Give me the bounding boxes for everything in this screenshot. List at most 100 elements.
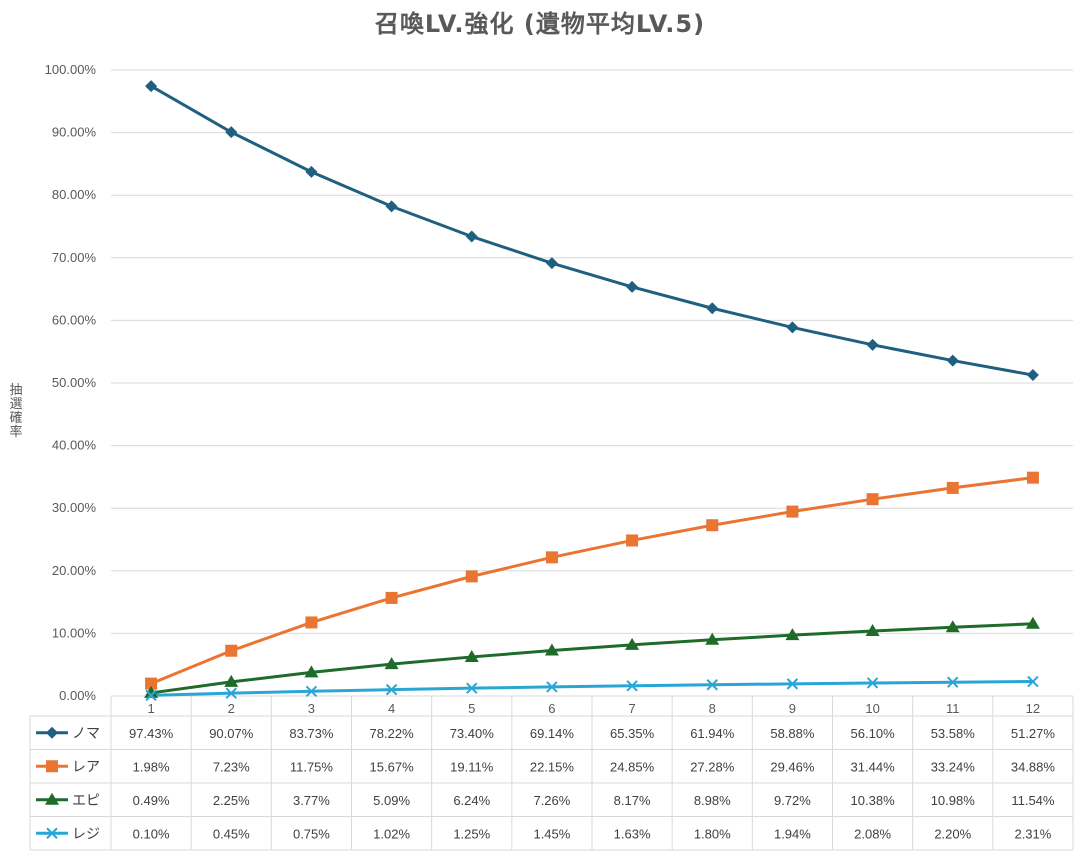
table-cell: 8.98% [694, 793, 731, 808]
table-cell: 8.17% [614, 793, 651, 808]
data-point [145, 80, 158, 93]
data-point [305, 685, 318, 698]
y-tick-label: 100.00% [45, 62, 97, 77]
legend-key-marker [45, 792, 59, 805]
table-cell: 61.94% [690, 726, 735, 741]
data-point [946, 354, 959, 367]
data-point [626, 534, 639, 547]
data-point [706, 302, 719, 315]
table-cell: 83.73% [289, 726, 334, 741]
series-line-3 [150, 622, 1033, 695]
data-point [785, 628, 800, 641]
data-point [1025, 616, 1040, 629]
data-point [465, 570, 478, 583]
table-cell: 7.23% [213, 759, 250, 774]
data-point [545, 551, 558, 564]
data-point [465, 230, 478, 243]
data-point [947, 676, 959, 688]
table-cell: 27.28% [690, 759, 735, 774]
data-point [626, 280, 639, 293]
y-tick-label: 0.00% [59, 688, 96, 703]
table-cell: 5.09% [373, 793, 410, 808]
data-table: ノマ 97.43% 90.07% 83.73% 78.22% 73.40% 69.14% 65… [29, 695, 1074, 851]
y-tick-label: 60.00% [52, 312, 97, 327]
x-tick-label: 6 [548, 701, 555, 716]
table-cell: 2.25% [213, 793, 250, 808]
data-point [225, 644, 238, 657]
data-point [385, 591, 398, 604]
data-point [866, 493, 879, 506]
table-cell: 2.20% [934, 826, 971, 841]
legend-entry: エピ [72, 793, 100, 809]
y-tick-label: 70.00% [52, 250, 97, 265]
data-point [545, 257, 558, 270]
y-tick-label: 10.00% [52, 625, 97, 640]
table-cell: 69.14% [530, 726, 575, 741]
y-tick-label: 50.00% [52, 375, 97, 390]
data-point [1026, 471, 1039, 484]
table-cell: 51.27% [1011, 726, 1056, 741]
table-cell: 90.07% [209, 726, 254, 741]
table-cell: 53.58% [931, 726, 976, 741]
y-axis-ticks: 0.00% 10.00% 20.00% 30.00% 40.00% 50.00% 60.00… [45, 62, 97, 703]
table-cell: 15.67% [370, 759, 415, 774]
legend-key-marker [46, 760, 58, 773]
table-cell: 10.38% [851, 793, 896, 808]
x-tick-label: 11 [946, 701, 960, 716]
table-cell: 10.98% [931, 793, 976, 808]
data-point [225, 687, 237, 699]
x-tick-label: 8 [709, 701, 716, 716]
table-cell: 34.88% [1011, 759, 1056, 774]
data-point [1027, 675, 1039, 688]
legend-entry: ノマ [72, 726, 100, 742]
legend-key-marker [46, 827, 58, 839]
series-line-2 [150, 476, 1034, 685]
legend-entry: レア [72, 759, 100, 775]
data-point [144, 685, 159, 698]
y-tick-label: 20.00% [52, 563, 97, 578]
data-point [145, 677, 158, 690]
table-cell: 7.26% [533, 793, 570, 808]
x-tick-label: 12 [1026, 701, 1040, 716]
table-cell: 2.08% [854, 826, 891, 841]
table-cell: 73.40% [450, 726, 495, 741]
table-cell: 3.77% [293, 793, 330, 808]
x-tick-label: 9 [789, 701, 796, 716]
table-cell: 0.75% [293, 826, 330, 841]
table-cell: 22.15% [530, 759, 575, 774]
chart-title: 召喚LV.強化 (遺物平均LV.5) [374, 10, 706, 38]
table-cell: 33.24% [931, 759, 976, 774]
table-cell: 0.10% [133, 826, 170, 841]
table-cell: 2.31% [1014, 826, 1051, 841]
table-cell: 1.80% [694, 826, 731, 841]
table-cell: 97.43% [129, 726, 174, 741]
y-axis-label: 抽選確率 [9, 383, 23, 440]
y-tick-label: 90.00% [52, 125, 97, 140]
data-point [224, 674, 239, 687]
data-point [626, 680, 638, 692]
data-point [305, 616, 318, 629]
data-point [786, 321, 799, 334]
table-cell: 1.45% [533, 826, 570, 841]
x-tick-label: 4 [388, 701, 395, 716]
table-cell: 0.45% [213, 826, 250, 841]
table-cell: 29.46% [770, 759, 815, 774]
data-point [866, 677, 879, 689]
data-point [866, 338, 879, 351]
data-point [706, 679, 718, 691]
series-line-1 [150, 84, 1034, 377]
data-point [304, 665, 319, 678]
table-cell: 65.35% [610, 726, 655, 741]
legend-key-marker [46, 726, 58, 739]
data-point [145, 689, 157, 702]
table-cell: 1.02% [373, 826, 410, 841]
table-cell: 0.49% [133, 793, 170, 808]
table-cell: 19.11% [450, 759, 494, 774]
table-cell: 1.94% [774, 826, 811, 841]
data-point [384, 657, 399, 670]
x-axis-ticks: 1 2 3 4 5 6 7 8 9 10 11 12 [147, 701, 1040, 716]
data-point [865, 624, 880, 637]
x-tick-label: 5 [468, 701, 475, 716]
y-tick-label: 30.00% [52, 500, 97, 515]
